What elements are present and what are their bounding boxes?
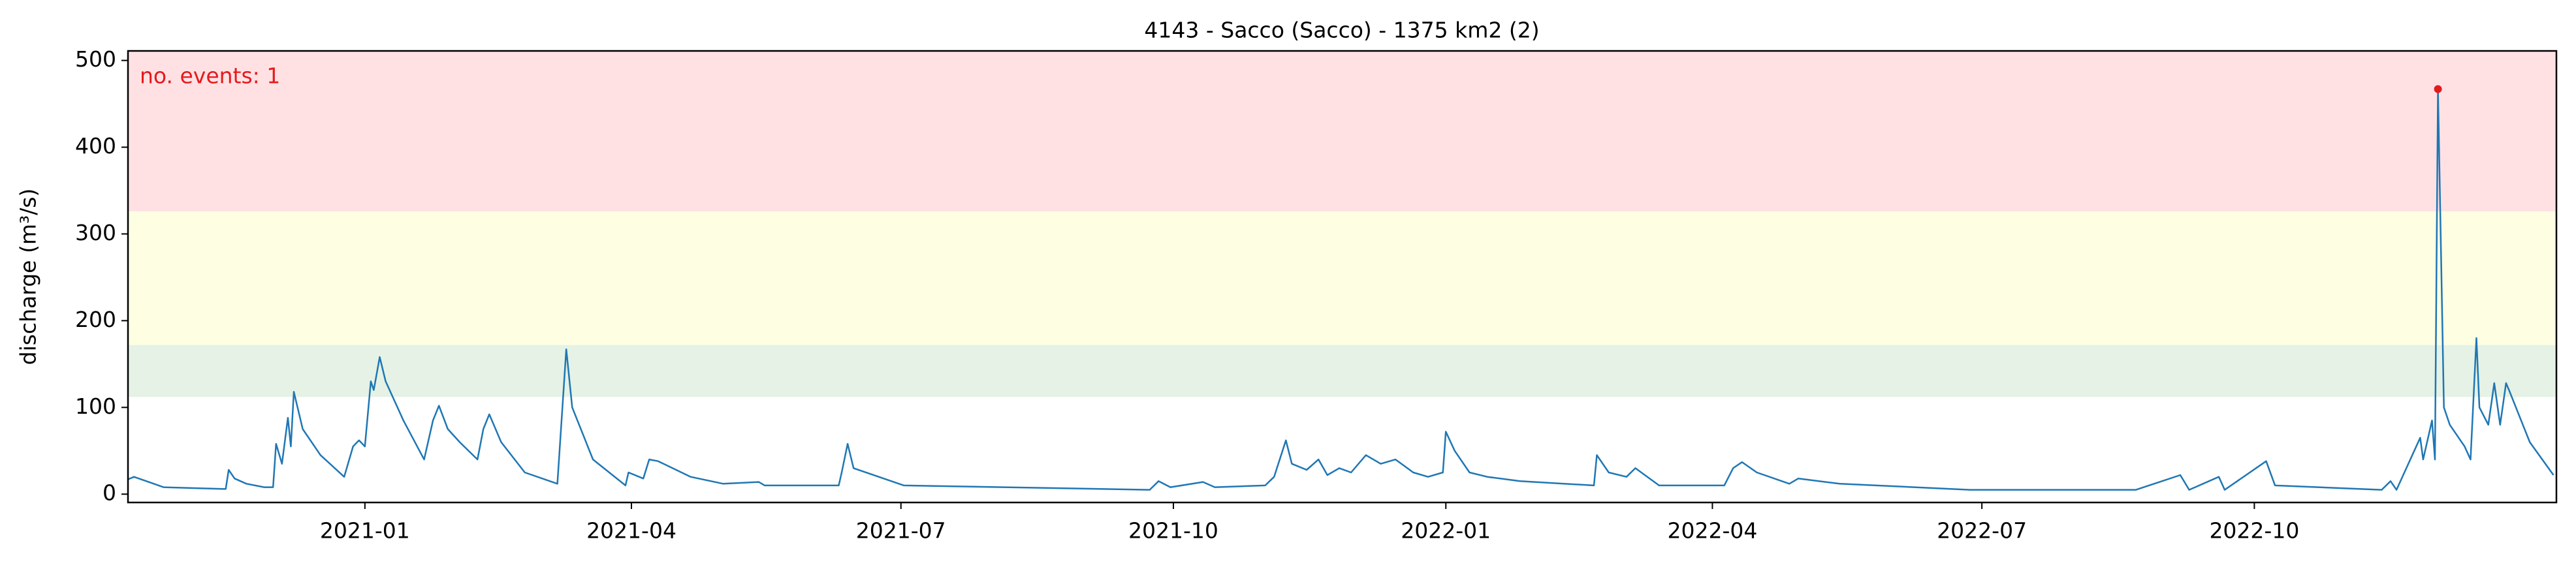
x-tick-label: 2022-01 <box>1401 518 1491 544</box>
x-tick-label: 2022-10 <box>2209 518 2299 544</box>
y-tick-label: 100 <box>75 394 116 419</box>
axes-frame <box>127 50 2558 504</box>
event-marker <box>2434 85 2442 93</box>
y-tick-label: 200 <box>75 307 116 332</box>
x-tick-label: 2021-07 <box>856 518 946 544</box>
threshold-band <box>128 345 2556 397</box>
y-tick-label: 0 <box>103 480 116 506</box>
x-tick-label: 2022-04 <box>1667 518 1757 544</box>
y-tick-label: 500 <box>75 46 116 72</box>
threshold-band <box>128 211 2556 345</box>
y-tick-label: 400 <box>75 133 116 159</box>
y-tick-label: 300 <box>75 220 116 245</box>
x-tick-label: 2022-07 <box>1937 518 2027 544</box>
plot-area <box>127 51 2556 491</box>
discharge-line <box>127 88 2554 491</box>
annotation: no. events: 1 <box>140 63 280 89</box>
x-tick-label: 2021-10 <box>1128 518 1218 544</box>
x-tick-label: 2021-04 <box>586 518 676 544</box>
threshold-band <box>128 51 2556 211</box>
y-axis-label: discharge (m³/s) <box>16 189 41 365</box>
x-tick-label: 2021-01 <box>320 518 410 544</box>
chart-title: 4143 - Sacco (Sacco) - 1375 km2 (2) <box>1144 18 1539 43</box>
